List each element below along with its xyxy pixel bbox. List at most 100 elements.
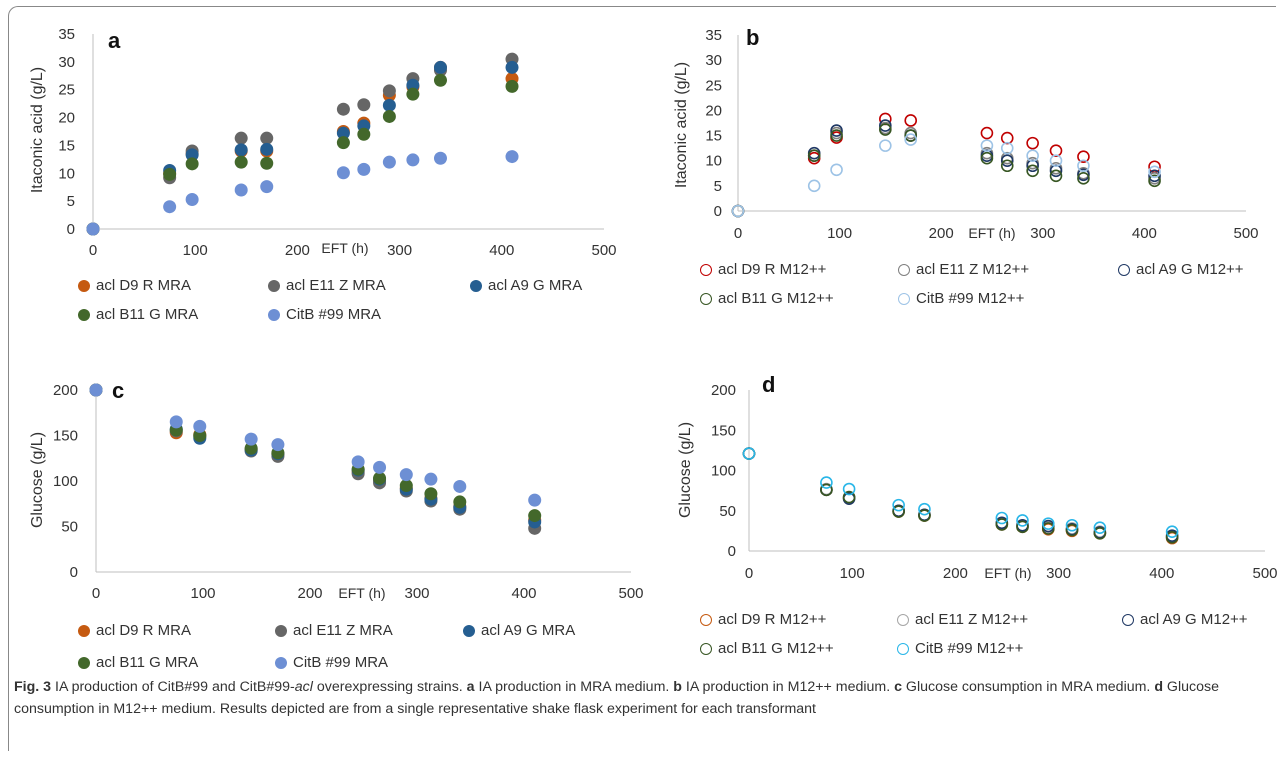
legend-entry: CitB #99 MRA xyxy=(275,654,388,671)
series-3 xyxy=(742,447,1179,544)
data-point xyxy=(904,129,918,142)
data-point xyxy=(336,102,350,116)
data-point xyxy=(1077,172,1090,185)
legend-marker xyxy=(268,279,280,292)
data-point xyxy=(433,151,447,165)
legend-entry: acl B11 G MRA xyxy=(78,306,198,323)
data-point xyxy=(892,498,905,512)
data-point xyxy=(406,87,420,101)
data-point xyxy=(1148,169,1161,183)
figure-frame xyxy=(8,6,1276,751)
caption-a-text: IA production in MRA medium. xyxy=(474,679,674,695)
data-point xyxy=(382,155,396,169)
data-point xyxy=(528,509,542,523)
y-tick-label: 25 xyxy=(58,82,75,99)
y-tick-label: 100 xyxy=(53,473,78,490)
data-point xyxy=(879,139,892,152)
data-point xyxy=(185,192,199,206)
data-point xyxy=(892,505,905,518)
series-4 xyxy=(742,447,1179,538)
data-point xyxy=(1026,159,1039,173)
y-tick-label: 0 xyxy=(714,203,722,220)
caption-d-text: Glucose consumption in M12++ medium. Res… xyxy=(14,679,1219,717)
data-point xyxy=(163,200,177,214)
panel-a: 0 5 10 15 20 25 30 35 0 100 200 300 400 500 a Itaconic … xyxy=(29,26,617,259)
data-point xyxy=(820,476,833,489)
legend-label: CitB #99 M12++ xyxy=(916,290,1025,307)
series-0 xyxy=(89,383,542,527)
data-point xyxy=(820,483,833,497)
data-point xyxy=(193,419,207,433)
legend-entry: acl D9 R MRA xyxy=(78,622,191,639)
caption-c-text: Glucose consumption in MRA medium. xyxy=(901,679,1155,695)
data-point xyxy=(1041,522,1055,535)
legend-label: CitB #99 MRA xyxy=(286,306,382,323)
data-point xyxy=(505,150,519,164)
legend-label: acl B11 G MRA xyxy=(96,654,199,671)
legend-entry: acl D9 R M12++ xyxy=(700,261,826,278)
y-tick-label: 5 xyxy=(67,193,75,210)
data-point xyxy=(995,511,1009,525)
x-tick-label: 0 xyxy=(734,225,742,242)
data-point xyxy=(185,157,199,171)
series-0 xyxy=(742,447,1179,545)
data-point xyxy=(382,84,396,98)
legend-marker xyxy=(78,624,90,637)
legend-label: acl D9 R MRA xyxy=(96,622,192,639)
data-point xyxy=(271,438,285,452)
y-axis-label: Itaconic acid (g/L) xyxy=(29,67,46,193)
caption-c-label: c xyxy=(894,679,902,695)
y-tick-label: 200 xyxy=(711,382,736,399)
data-point xyxy=(904,114,918,127)
series-2 xyxy=(86,60,519,236)
legend-entry: acl A9 G MRA xyxy=(470,277,582,294)
legend-label: acl B11 G M12++ xyxy=(718,640,834,657)
x-tick-label: 300 xyxy=(1030,225,1055,242)
legend-label: acl A9 G MRA xyxy=(488,277,583,294)
data-point xyxy=(336,126,350,140)
legend-entry: acl B11 G M12++ xyxy=(700,640,834,657)
legend-marker xyxy=(700,292,712,305)
data-point xyxy=(1026,149,1039,162)
series-2 xyxy=(742,447,1179,543)
data-point xyxy=(830,129,843,142)
x-tick-label: 100 xyxy=(183,242,208,259)
data-point xyxy=(336,136,350,150)
legend-label: acl D9 R M12++ xyxy=(718,611,827,628)
x-tick-label: 400 xyxy=(511,585,536,602)
data-point xyxy=(1000,141,1014,155)
legend-entry: acl E11 Z M12++ xyxy=(898,261,1029,278)
data-point xyxy=(879,123,892,136)
data-point xyxy=(1000,159,1014,173)
x-tick-label: 500 xyxy=(1233,225,1258,242)
y-tick-label: 10 xyxy=(58,165,75,182)
panel-c: 0 50 100 150 200 0 100 200 300 400 500 c Glucose (g/… xyxy=(29,378,644,602)
x-tick-label: 200 xyxy=(297,585,322,602)
data-point xyxy=(351,455,365,469)
data-point xyxy=(879,119,892,132)
x-tick-label: 500 xyxy=(1252,565,1277,582)
legend-entry: acl E11 Z MRA xyxy=(275,622,393,639)
data-point xyxy=(357,162,371,176)
data-point xyxy=(1049,169,1063,183)
y-tick-label: 20 xyxy=(705,102,722,119)
x-tick-label: 500 xyxy=(618,585,643,602)
panel-letter: c xyxy=(112,378,124,403)
x-tick-label: 300 xyxy=(387,242,412,259)
legend-marker xyxy=(78,656,90,669)
caption-d-label: d xyxy=(1154,679,1163,695)
series-1 xyxy=(731,121,1161,218)
legend-marker xyxy=(463,624,475,637)
data-point xyxy=(918,502,931,516)
data-point xyxy=(453,479,467,493)
data-point xyxy=(904,126,918,140)
y-tick-label: 25 xyxy=(705,77,722,94)
data-point xyxy=(169,415,183,429)
data-point xyxy=(399,479,413,493)
series-0 xyxy=(731,112,1161,218)
caption-b-label: b xyxy=(673,679,682,695)
y-tick-label: 200 xyxy=(53,382,78,399)
legend-label: CitB #99 M12++ xyxy=(915,640,1024,657)
x-tick-label: 400 xyxy=(1149,565,1174,582)
